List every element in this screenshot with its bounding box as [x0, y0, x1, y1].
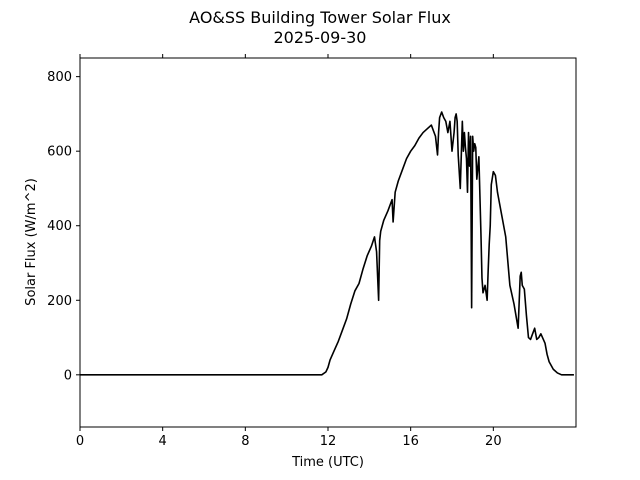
x-tick-label: 16: [402, 434, 419, 449]
y-tick-label: 600: [47, 145, 72, 160]
y-axis-label: Solar Flux (W/m^2): [24, 178, 39, 306]
chart-title: AO&SS Building Tower Solar Flux: [189, 8, 451, 27]
series-line: [80, 111, 574, 376]
y-tick-label: 800: [47, 70, 72, 85]
x-tick-label: 4: [159, 434, 167, 449]
x-tick-label: 20: [485, 434, 502, 449]
data-layer: [80, 111, 574, 376]
axes-frame: [79, 57, 577, 428]
x-axis-label: Time (UTC): [291, 455, 364, 470]
x-tick-label: 0: [76, 434, 84, 449]
x-tick-label: 8: [241, 434, 249, 449]
y-tick-label: 200: [47, 294, 72, 309]
x-tick-label: 12: [320, 434, 337, 449]
y-tick-label: 0: [64, 368, 72, 383]
y-tick-label: 400: [47, 219, 72, 234]
chart-subtitle: 2025-09-30: [273, 28, 367, 47]
